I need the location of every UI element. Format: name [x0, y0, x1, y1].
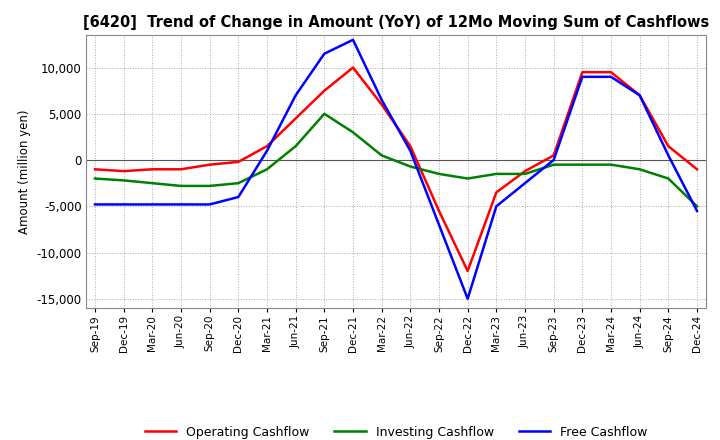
Investing Cashflow [176, 183, 185, 189]
Operating Cashflow [521, 169, 529, 174]
Operating Cashflow [693, 167, 701, 172]
Investing Cashflow [607, 162, 616, 167]
Title: [6420]  Trend of Change in Amount (YoY) of 12Mo Moving Sum of Cashflows: [6420] Trend of Change in Amount (YoY) o… [83, 15, 709, 30]
Operating Cashflow [492, 190, 500, 195]
Operating Cashflow [664, 143, 672, 149]
Operating Cashflow [406, 143, 415, 149]
Free Cashflow [578, 74, 587, 80]
Free Cashflow [464, 296, 472, 301]
Free Cashflow [435, 222, 444, 227]
Free Cashflow [320, 51, 328, 56]
Investing Cashflow [348, 130, 357, 135]
Operating Cashflow [348, 65, 357, 70]
Investing Cashflow [521, 171, 529, 176]
Free Cashflow [148, 202, 157, 207]
Investing Cashflow [549, 162, 558, 167]
Investing Cashflow [263, 167, 271, 172]
Free Cashflow [406, 148, 415, 154]
Y-axis label: Amount (million yen): Amount (million yen) [18, 110, 31, 234]
Operating Cashflow [464, 268, 472, 274]
Investing Cashflow [91, 176, 99, 181]
Free Cashflow [607, 74, 616, 80]
Operating Cashflow [435, 208, 444, 213]
Investing Cashflow [320, 111, 328, 117]
Free Cashflow [91, 202, 99, 207]
Operating Cashflow [120, 169, 128, 174]
Free Cashflow [549, 158, 558, 163]
Free Cashflow [234, 194, 243, 200]
Free Cashflow [205, 202, 214, 207]
Legend: Operating Cashflow, Investing Cashflow, Free Cashflow: Operating Cashflow, Investing Cashflow, … [140, 421, 652, 440]
Investing Cashflow [693, 204, 701, 209]
Line: Investing Cashflow: Investing Cashflow [95, 114, 697, 206]
Free Cashflow [292, 93, 300, 98]
Free Cashflow [521, 180, 529, 186]
Operating Cashflow [607, 70, 616, 75]
Operating Cashflow [635, 93, 644, 98]
Operating Cashflow [234, 159, 243, 165]
Operating Cashflow [320, 88, 328, 93]
Free Cashflow [635, 93, 644, 98]
Investing Cashflow [377, 153, 386, 158]
Line: Operating Cashflow: Operating Cashflow [95, 68, 697, 271]
Free Cashflow [693, 208, 701, 213]
Free Cashflow [263, 148, 271, 154]
Investing Cashflow [464, 176, 472, 181]
Free Cashflow [348, 37, 357, 43]
Investing Cashflow [635, 167, 644, 172]
Investing Cashflow [492, 171, 500, 176]
Investing Cashflow [664, 176, 672, 181]
Operating Cashflow [148, 167, 157, 172]
Investing Cashflow [205, 183, 214, 189]
Investing Cashflow [292, 143, 300, 149]
Investing Cashflow [234, 180, 243, 186]
Investing Cashflow [148, 180, 157, 186]
Operating Cashflow [578, 70, 587, 75]
Operating Cashflow [205, 162, 214, 167]
Free Cashflow [120, 202, 128, 207]
Free Cashflow [664, 153, 672, 158]
Operating Cashflow [91, 167, 99, 172]
Operating Cashflow [292, 116, 300, 121]
Operating Cashflow [549, 153, 558, 158]
Free Cashflow [176, 202, 185, 207]
Investing Cashflow [406, 164, 415, 169]
Free Cashflow [492, 204, 500, 209]
Line: Free Cashflow: Free Cashflow [95, 40, 697, 299]
Operating Cashflow [377, 102, 386, 107]
Investing Cashflow [120, 178, 128, 183]
Investing Cashflow [435, 171, 444, 176]
Free Cashflow [377, 97, 386, 103]
Investing Cashflow [578, 162, 587, 167]
Operating Cashflow [176, 167, 185, 172]
Operating Cashflow [263, 143, 271, 149]
